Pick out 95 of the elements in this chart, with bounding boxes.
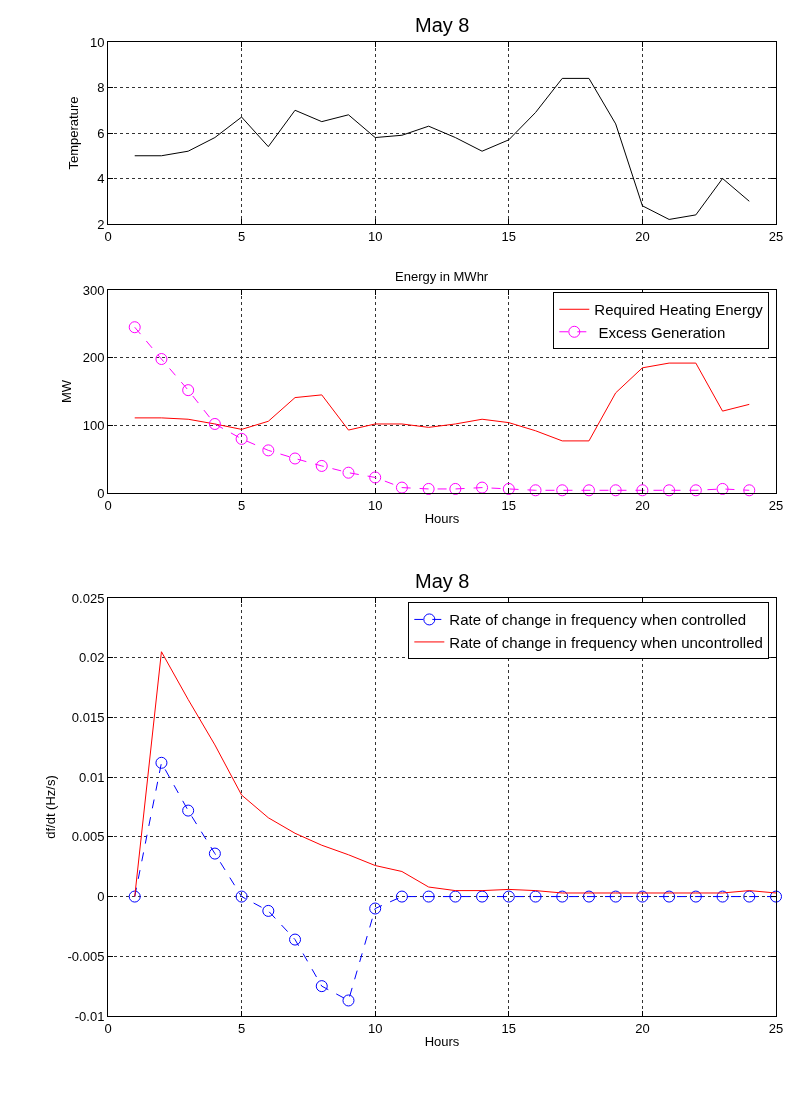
point	[395, 481, 408, 494]
y-tick-label: 200	[82, 350, 105, 366]
legend-label: Excess Generation	[594, 323, 726, 341]
legend-label: Rate of change in frequency when uncontrolled	[449, 633, 763, 651]
y-tick-label: 0.025	[71, 590, 105, 606]
y-axis-title: df/dt (Hz/s)	[43, 775, 59, 839]
x-tick-label: 10	[367, 228, 383, 244]
point	[743, 484, 756, 497]
point	[582, 890, 595, 903]
point	[208, 417, 221, 430]
point	[476, 890, 489, 903]
x-tick-label: 5	[237, 228, 246, 244]
y-axis-title: Temperature	[65, 96, 81, 170]
point	[449, 890, 462, 903]
x-axis-title: Hours	[424, 1034, 460, 1050]
point	[529, 484, 542, 497]
point	[689, 484, 702, 497]
point	[556, 890, 569, 903]
point	[289, 452, 302, 465]
x-tick-label: 5	[237, 1020, 246, 1036]
point	[609, 890, 622, 903]
point	[315, 459, 328, 472]
point	[716, 482, 729, 495]
point	[155, 756, 168, 769]
x-tick-label: 15	[501, 497, 517, 513]
point	[155, 353, 168, 366]
x-tick-label: 10	[367, 1020, 383, 1036]
legend-label: Required Heating Energy	[594, 301, 764, 319]
point	[289, 933, 302, 946]
x-tick-label: 15	[501, 1020, 517, 1036]
y-tick-label: -0.01	[74, 1008, 105, 1024]
chart-title: Energy in MWhr	[395, 269, 489, 284]
point	[182, 804, 195, 817]
point	[689, 890, 702, 903]
y-tick-label: 2	[97, 216, 105, 232]
y-tick-label: -0.005	[67, 948, 105, 964]
point	[262, 904, 275, 917]
y-axis-title: MW	[58, 379, 74, 404]
point	[636, 484, 649, 497]
x-tick-label: 5	[237, 497, 246, 513]
point	[235, 432, 248, 445]
point	[315, 980, 328, 993]
point	[716, 890, 729, 903]
y-tick-label: 0.02	[79, 650, 105, 666]
point	[529, 890, 542, 903]
point	[663, 484, 676, 497]
chart-title: May 8	[415, 570, 470, 592]
x-tick-label: 25	[768, 228, 784, 244]
x-axis-title: Hours	[424, 511, 460, 527]
point	[262, 444, 275, 457]
point	[342, 994, 355, 1007]
y-tick-label: 6	[97, 125, 105, 141]
point	[476, 481, 489, 494]
x-tick-label: 15	[501, 228, 517, 244]
x-tick-label: 20	[635, 228, 650, 244]
point	[182, 384, 195, 397]
chart-title: May 8	[415, 14, 470, 36]
point	[235, 890, 248, 903]
line-series	[134, 362, 750, 442]
point	[743, 890, 756, 903]
point	[128, 890, 141, 903]
point	[422, 482, 435, 495]
y-tick-label: 0	[97, 889, 105, 905]
line-series	[134, 77, 750, 220]
legend-label: Rate of change in frequency when controlled	[449, 611, 747, 629]
x-tick-label: 20	[635, 497, 650, 513]
point	[342, 466, 355, 479]
y-tick-label: 0.015	[71, 709, 105, 725]
y-tick-label: 0.01	[79, 769, 105, 785]
y-tick-label: 0.005	[71, 829, 105, 845]
point	[449, 482, 462, 495]
y-tick-label: 0	[97, 485, 105, 501]
point	[128, 321, 141, 334]
x-tick-label: 25	[768, 497, 784, 513]
point	[208, 847, 221, 860]
x-tick-label: 25	[768, 1020, 784, 1036]
y-tick-label: 100	[82, 417, 105, 433]
point	[770, 890, 782, 903]
point	[582, 484, 595, 497]
y-tick-label: 4	[97, 171, 105, 187]
y-tick-label: 300	[82, 282, 105, 298]
y-tick-label: 8	[97, 80, 105, 96]
point	[369, 471, 382, 484]
point	[422, 890, 435, 903]
x-tick-label: 10	[367, 497, 383, 513]
point	[609, 484, 622, 497]
point	[395, 890, 408, 903]
y-tick-label: 10	[89, 34, 105, 50]
x-tick-label: 20	[635, 1020, 650, 1036]
point	[502, 482, 515, 495]
point	[502, 890, 515, 903]
point	[369, 902, 382, 915]
point	[663, 890, 676, 903]
point	[556, 484, 569, 497]
point	[636, 890, 649, 903]
